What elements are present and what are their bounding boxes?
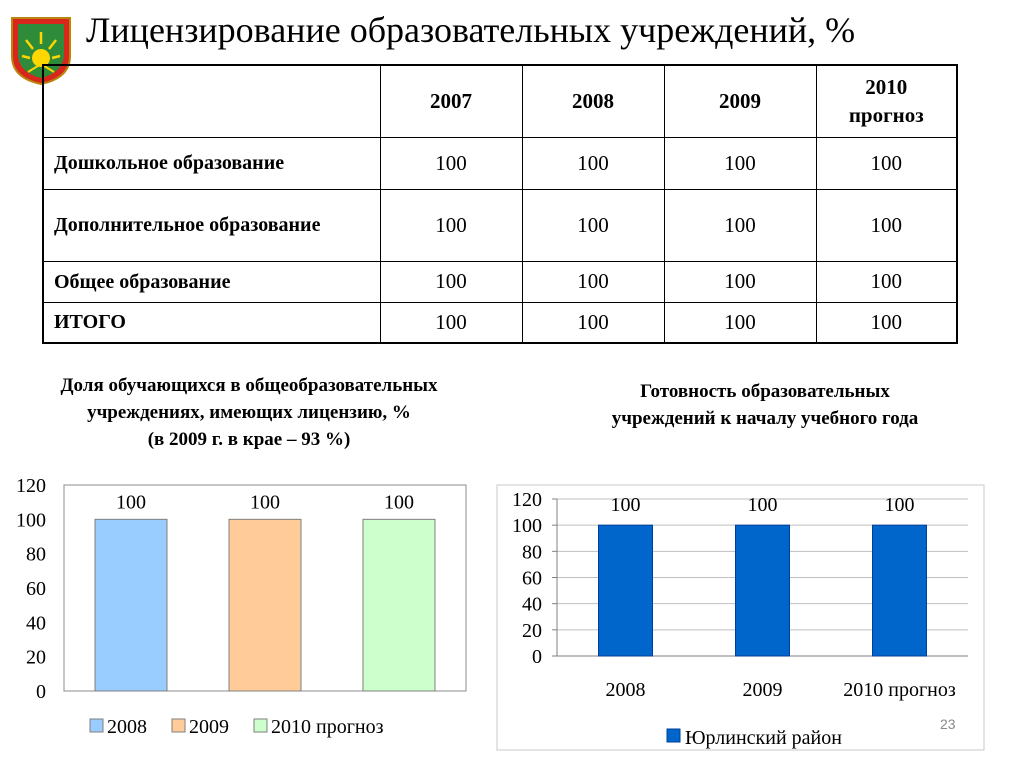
table-cell: 100 [815, 136, 958, 190]
legend-label: Юрлинский район [685, 727, 842, 749]
legend-swatch [253, 718, 268, 733]
y-tick-label: 100 [16, 509, 46, 531]
data-label: 100 [611, 494, 641, 516]
y-tick-label: 0 [36, 681, 46, 703]
row-label: Дополнительное образование [42, 188, 381, 262]
y-tick-label: 120 [16, 475, 46, 497]
legend-label: 2008 [107, 716, 147, 738]
table-header-cell [42, 64, 381, 138]
data-label: 100 [250, 491, 280, 513]
table-cell: 100 [521, 301, 665, 344]
y-tick-label: 40 [522, 594, 542, 616]
legend-swatch [666, 728, 681, 743]
chart-frame [496, 484, 985, 751]
table-cell: 100 [815, 188, 958, 262]
table-cell: 100 [379, 301, 523, 344]
bar [735, 524, 790, 657]
y-tick-label: 20 [26, 647, 46, 669]
table-header-cell: 2007 [379, 64, 523, 138]
y-tick-label: 80 [26, 544, 46, 566]
page-title: Лицензирование образовательных учреждени… [86, 10, 856, 50]
table-header-row: 2007 2008 2009 2010 прогноз [42, 64, 958, 138]
bar [598, 524, 653, 657]
data-label: 100 [748, 494, 778, 516]
x-tick-label: 2008 [606, 679, 646, 701]
data-label: 100 [885, 494, 915, 516]
data-label: 100 [116, 491, 146, 513]
table-header-cell: 2010 прогноз [815, 64, 958, 138]
right-chart-title: Готовность образовательных учреждений к … [560, 378, 970, 432]
x-tick-label: 2009 [743, 679, 783, 701]
left-chart-title-line: (в 2009 г. в крае – 93 %) [147, 429, 351, 450]
y-tick-label: 20 [522, 620, 542, 642]
slide-number: 23 [940, 716, 956, 732]
y-tick-label: 40 [26, 612, 46, 634]
y-tick-label: 80 [522, 541, 542, 563]
right-chart-title-line: учреждений к началу учебного года [611, 408, 919, 429]
licensing-table: 2007 2008 2009 2010 прогноз Дошкольное о… [42, 64, 958, 344]
bar [362, 518, 436, 692]
table-cell: 100 [521, 136, 665, 190]
bar [94, 518, 168, 692]
table-cell: 100 [379, 260, 523, 303]
right-chart-title-line: Готовность образовательных [640, 381, 890, 402]
legend-swatch [171, 718, 186, 733]
y-tick-label: 60 [522, 568, 542, 590]
table-row: ИТОГО 100 100 100 100 [42, 301, 958, 344]
y-tick-label: 60 [26, 578, 46, 600]
left-chart-title-line: Доля обучающихся в общеобразовательных [60, 375, 438, 396]
table-header-cell: 2009 [663, 64, 817, 138]
table-cell: 100 [815, 301, 958, 344]
legend-label: 2009 [189, 716, 229, 738]
legend-swatch [89, 718, 104, 733]
legend-label: 2010 прогноз [271, 716, 384, 738]
data-label: 100 [384, 491, 414, 513]
table-cell: 100 [521, 188, 665, 262]
x-tick-label: 2010 прогноз [843, 679, 956, 701]
y-tick-label: 0 [532, 646, 542, 668]
y-tick-label: 100 [512, 515, 542, 537]
left-chart-title: Доля обучающихся в общеобразовательных у… [14, 372, 484, 453]
row-label: ИТОГО [42, 301, 381, 344]
row-label: Дошкольное образование [42, 136, 381, 190]
row-label: Общее образование [42, 260, 381, 303]
table-cell: 100 [663, 301, 817, 344]
bar [228, 518, 302, 692]
table-row: Дополнительное образование 100 100 100 1… [42, 188, 958, 262]
bar [872, 524, 927, 657]
y-tick-label: 120 [512, 489, 542, 511]
left-chart-title-line: учреждениях, имеющих лицензию, % [87, 402, 411, 423]
